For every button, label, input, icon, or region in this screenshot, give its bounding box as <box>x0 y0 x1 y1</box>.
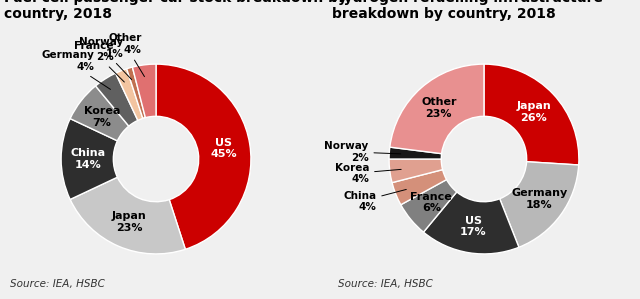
Text: US
17%: US 17% <box>460 216 486 237</box>
Text: Fuel cell passenger car stock breakdown by
country, 2018: Fuel cell passenger car stock breakdown … <box>4 0 347 21</box>
Wedge shape <box>390 64 484 154</box>
Wedge shape <box>61 119 117 199</box>
Wedge shape <box>116 69 143 120</box>
Text: Korea
7%: Korea 7% <box>84 106 120 128</box>
Wedge shape <box>424 192 519 254</box>
Wedge shape <box>401 180 457 232</box>
Text: Hydrogen refuelling infrastructure
breakdown by country, 2018: Hydrogen refuelling infrastructure break… <box>332 0 603 21</box>
Wedge shape <box>389 147 442 159</box>
Wedge shape <box>500 162 579 247</box>
Text: Germany
18%: Germany 18% <box>511 188 568 210</box>
Wedge shape <box>127 67 145 118</box>
Text: Germany
4%: Germany 4% <box>41 51 111 89</box>
Text: Norway
2%: Norway 2% <box>324 141 401 163</box>
Text: China
4%: China 4% <box>343 190 406 213</box>
Text: Other
23%: Other 23% <box>421 97 456 119</box>
Text: Other
4%: Other 4% <box>108 33 145 77</box>
Text: Norway
1%: Norway 1% <box>79 37 132 80</box>
Wedge shape <box>484 64 579 165</box>
Text: Japan
23%: Japan 23% <box>111 211 147 233</box>
Text: US
45%: US 45% <box>210 138 237 159</box>
Text: China
14%: China 14% <box>70 148 105 170</box>
Wedge shape <box>156 64 251 249</box>
Text: Source: IEA, HSBC: Source: IEA, HSBC <box>10 279 105 289</box>
Text: France
2%: France 2% <box>74 41 124 82</box>
Text: Japan
26%: Japan 26% <box>516 101 551 123</box>
Wedge shape <box>70 177 186 254</box>
Wedge shape <box>70 86 129 141</box>
Wedge shape <box>95 73 138 126</box>
Text: France
6%: France 6% <box>410 192 452 213</box>
Wedge shape <box>132 64 156 118</box>
Text: Korea
4%: Korea 4% <box>335 163 401 184</box>
Wedge shape <box>392 170 447 205</box>
Wedge shape <box>389 159 443 183</box>
Text: Source: IEA, HSBC: Source: IEA, HSBC <box>338 279 433 289</box>
